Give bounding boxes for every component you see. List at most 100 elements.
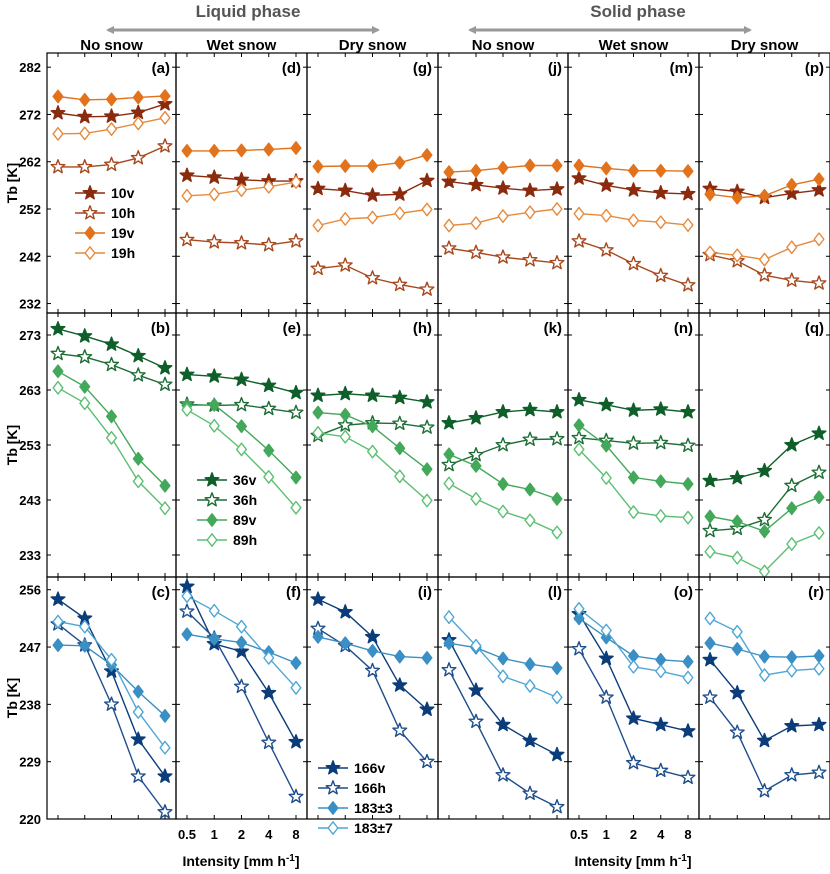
data-point-89h [290,500,302,515]
data-point-166h [522,785,538,801]
y-tick-label: 247 [19,640,41,655]
legend-label: 19v [111,225,135,241]
legend-marker-183_7 [327,821,339,835]
data-point-166h [288,788,304,804]
data-point-183_7 [443,610,455,625]
data-point-36v [130,348,146,363]
panel-g: (g) [306,52,439,314]
data-point-183_3 [132,684,144,699]
data-point-166h [179,603,195,618]
data-point-19v [263,142,275,157]
data-point-166h [549,799,565,814]
data-point-183_3 [655,652,667,667]
panel-label: (a) [152,60,170,77]
data-point-19h [159,110,171,125]
series-36h [50,345,173,392]
legend-marker-19h [84,246,96,260]
data-point-166h [495,767,511,782]
legend-label: 10h [111,205,135,221]
data-point-10v [441,173,457,189]
data-point-10h [310,260,326,276]
series-19h [312,202,433,233]
legend-marker-166h [325,780,341,795]
data-point-166v [288,734,304,749]
data-point-166v [310,591,326,606]
legend-label: 183±3 [354,800,393,816]
data-point-10v [130,104,146,120]
data-point-19h [573,206,585,221]
data-point-36v [680,404,696,419]
data-point-10h [157,138,173,153]
data-point-19h [52,126,64,141]
data-point-10h [811,275,827,290]
panel-k: (k) [437,312,569,578]
legend-marker-10v [82,185,98,200]
data-point-183_3 [181,627,193,642]
data-point-89h [263,470,275,484]
y-tick-label: 282 [19,60,41,75]
data-point-19v [731,190,743,205]
panel-label: (l) [548,584,562,601]
data-point-183_7 [181,589,193,604]
data-point-10v [337,182,353,198]
data-point-19h [682,218,694,232]
data-point-89h [339,429,351,444]
series-166h [310,620,435,769]
data-point-183_7 [704,611,716,626]
data-point-183_3 [731,642,743,656]
series-36h [571,429,696,453]
data-point-19v [366,159,379,173]
data-point-183_3 [497,651,509,666]
column-title: No snow [472,37,535,54]
data-point-166h [653,762,669,778]
column-title: Dry snow [339,37,407,54]
data-point-89v [235,419,248,434]
data-point-10v [206,169,222,184]
series-166h [179,603,304,804]
data-point-19h [551,202,563,216]
data-point-89h [470,492,482,506]
series-183_3 [312,629,433,665]
data-point-89v [786,501,798,516]
data-point-36h [680,437,696,453]
data-point-10v [495,180,511,195]
data-point-183_3 [52,638,64,653]
data-point-183_3 [573,611,585,626]
data-point-10v [233,171,250,187]
series-36v [441,401,565,430]
data-point-183_7 [132,705,144,719]
data-point-19h [235,183,248,197]
data-point-89v [524,482,536,497]
data-point-10h [419,281,435,296]
series-183_7 [181,589,302,695]
data-point-10v [811,182,827,197]
series-10h [571,233,696,292]
data-point-19v [524,158,536,173]
series-89v [443,447,563,506]
series-89v [573,418,694,491]
data-point-19v [105,92,118,107]
data-point-89h [600,471,612,485]
y-tick-label: 229 [19,755,41,770]
legend-marker-89v [206,513,218,527]
data-point-19v [52,89,64,104]
data-point-89v [443,447,455,462]
data-point-166h [729,724,745,739]
series-36h [702,464,827,538]
data-point-19v [159,89,171,103]
y-axis-label: Tb [K] [4,163,20,203]
data-point-36v [571,392,587,407]
data-point-89h [524,513,536,528]
data-point-166h [571,641,587,656]
column-title: No snow [80,37,143,54]
panel-b: (b) [46,312,177,578]
data-point-36v [103,336,120,351]
data-point-19h [600,208,612,223]
data-point-36v [233,371,250,387]
y-tick-label: 256 [19,583,41,598]
panel-e: (e) [175,312,308,578]
data-point-19v [786,177,798,192]
data-point-166h [419,753,435,769]
data-point-19v [394,155,406,170]
